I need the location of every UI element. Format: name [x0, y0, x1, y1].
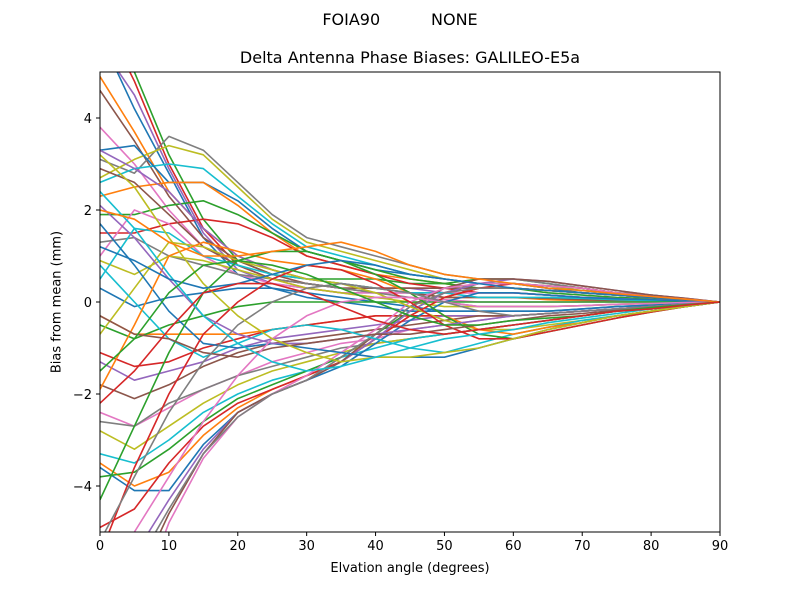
y-tick-label: −4: [73, 480, 92, 495]
series-line: [100, 218, 720, 303]
x-tick-label: 40: [367, 539, 384, 554]
series-line: [100, 163, 720, 303]
y-tick-label: 0: [84, 296, 92, 311]
figure-suptitle: FOIA90 NONE: [322, 10, 478, 29]
x-tick-label: 30: [298, 539, 315, 554]
x-tick-label: 0: [96, 539, 104, 554]
series-line: [100, 291, 720, 492]
x-tick-label: 50: [436, 539, 453, 554]
y-axis-label: Bias from mean (mm): [49, 230, 65, 374]
y-tick-label: 2: [84, 204, 92, 219]
series-line: [117, 72, 720, 303]
y-tick-label: 4: [84, 112, 92, 127]
y-axis-ticks: −4 −2 0 2 4: [73, 112, 100, 495]
series-line: [100, 200, 720, 303]
series-line: [104, 282, 720, 532]
x-tick-label: 70: [574, 539, 591, 554]
chart-title: Delta Antenna Phase Biases: GALILEO-E5a: [239, 48, 581, 67]
x-axis-label: Elvation angle (degrees): [330, 561, 490, 576]
series-line: [164, 282, 720, 532]
series-line: [100, 223, 720, 359]
x-tick-label: 90: [712, 539, 729, 554]
y-tick-label: −2: [73, 388, 92, 403]
series-line: [100, 191, 720, 372]
series-line: [100, 209, 720, 303]
x-tick-label: 80: [643, 539, 660, 554]
series-line: [100, 301, 720, 359]
series-lines: [100, 72, 720, 532]
x-tick-label: 20: [230, 539, 247, 554]
series-line: [100, 154, 720, 363]
series-line: [100, 282, 720, 404]
x-tick-label: 10: [161, 539, 178, 554]
series-line: [100, 246, 720, 303]
x-axis-ticks: 0 10 20 30 40 50 60 70 80 90: [96, 532, 728, 554]
series-line: [133, 296, 720, 532]
series-line: [108, 264, 720, 532]
x-tick-label: 60: [505, 539, 522, 554]
series-line: [100, 76, 720, 303]
